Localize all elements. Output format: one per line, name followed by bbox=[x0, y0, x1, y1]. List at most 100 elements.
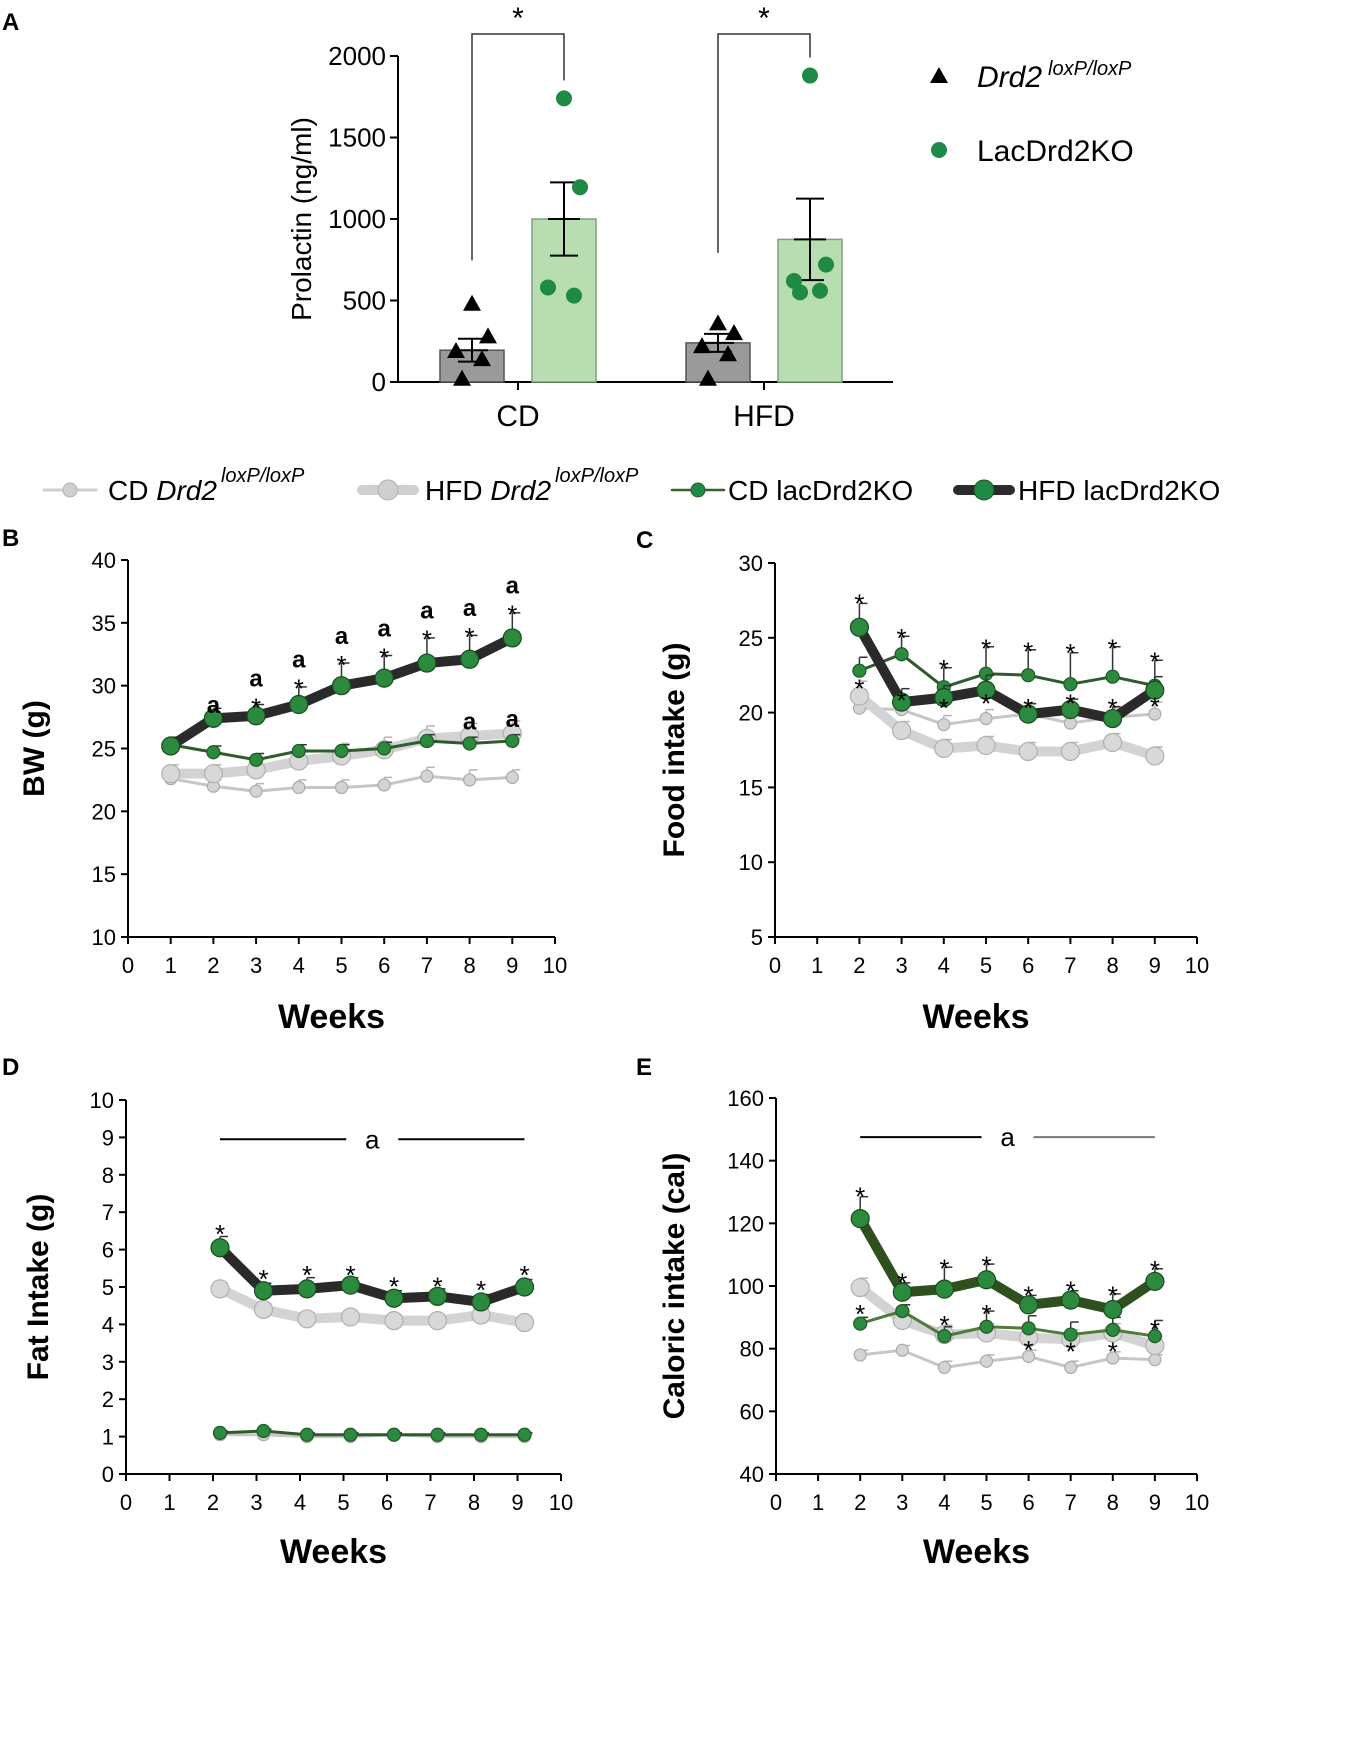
x-tick-label: 7 bbox=[424, 1490, 436, 1515]
data-point-circle bbox=[566, 287, 582, 304]
panel-label-c: C bbox=[636, 527, 653, 554]
data-point bbox=[979, 1354, 994, 1368]
data-point bbox=[937, 717, 951, 732]
annotation-letter: a bbox=[506, 706, 520, 733]
data-point bbox=[937, 1360, 952, 1375]
annotation-star: * bbox=[1065, 638, 1075, 668]
data-point bbox=[471, 1292, 491, 1312]
y-tick-label: 10 bbox=[90, 1088, 114, 1113]
annotation-star: * bbox=[981, 633, 991, 663]
annotation-letter: a bbox=[292, 647, 306, 674]
annotation-star: * bbox=[476, 1275, 486, 1305]
annotation-star: * bbox=[897, 623, 907, 653]
data-point bbox=[249, 784, 263, 798]
data-point bbox=[1105, 669, 1120, 684]
annotation-star: * bbox=[1024, 1335, 1034, 1365]
annotation-letter: a bbox=[249, 666, 263, 693]
data-point bbox=[895, 1303, 910, 1319]
data-point bbox=[253, 1281, 274, 1301]
data-point bbox=[384, 1288, 404, 1308]
x-tick-label: 6 bbox=[381, 1490, 393, 1515]
x-category-label: CD bbox=[496, 400, 539, 433]
annotation-star: * bbox=[1150, 1255, 1160, 1285]
annotation-star: * bbox=[294, 674, 304, 704]
data-point bbox=[289, 694, 309, 715]
data-point bbox=[979, 711, 993, 726]
x-tick-label: 5 bbox=[980, 1490, 992, 1515]
x-tick-label: 7 bbox=[1065, 1490, 1077, 1515]
annotation-letter: a bbox=[463, 708, 477, 735]
y-tick-label: 15 bbox=[92, 862, 116, 887]
x-tick-label: 10 bbox=[549, 1490, 573, 1515]
x-axis-title: Weeks bbox=[280, 1533, 387, 1571]
legend-label: CD lacDrd2KO bbox=[728, 475, 913, 506]
annotation-star: * bbox=[1066, 1276, 1076, 1306]
data-point bbox=[976, 680, 996, 700]
annotation-star: * bbox=[1108, 1337, 1118, 1367]
annotation-star: * bbox=[345, 1260, 355, 1290]
annotation-letter: a bbox=[463, 595, 477, 622]
x-tick-label: 9 bbox=[506, 953, 518, 978]
panel-e: E 40 60 80 100 120 140 160 0 1 2 3 4 5 6 7 8 9 10 Weeks Calo… bbox=[636, 1054, 1209, 1571]
data-point bbox=[386, 1427, 402, 1442]
annotation-letter: a bbox=[378, 615, 392, 642]
data-point bbox=[161, 736, 181, 756]
y-tick-label: 1500 bbox=[328, 123, 386, 153]
y-tick-label: 100 bbox=[727, 1274, 764, 1299]
data-point bbox=[419, 733, 434, 749]
data-point bbox=[1018, 741, 1038, 762]
annotation-star: * bbox=[389, 1271, 399, 1301]
annotation-star: * bbox=[1024, 1280, 1034, 1310]
bracket-label: a bbox=[1000, 1122, 1015, 1152]
y-tick-label: 20 bbox=[739, 701, 763, 726]
data-point bbox=[1105, 1322, 1120, 1337]
annotation-star: * bbox=[897, 686, 907, 716]
y-tick-label: 2000 bbox=[328, 41, 386, 71]
data-point bbox=[505, 770, 519, 785]
legend-marker bbox=[690, 482, 706, 498]
data-point bbox=[1148, 707, 1162, 721]
y-tick-label: 0 bbox=[102, 1462, 114, 1487]
annotation-star: * bbox=[336, 650, 346, 680]
y-tick-label: 5 bbox=[102, 1275, 114, 1300]
data-point bbox=[462, 736, 477, 751]
data-point-triangle bbox=[447, 342, 465, 359]
annotation-star: * bbox=[465, 622, 475, 652]
data-point bbox=[203, 764, 223, 784]
annotation-star: * bbox=[981, 1299, 991, 1329]
panel-a: A 0 500 1000 1500 2000 Prolactin (ng/ml) CD * HFD… bbox=[2, 2, 1134, 433]
annotation-star: * bbox=[939, 654, 949, 684]
data-point bbox=[161, 764, 181, 784]
annotation-star: * bbox=[897, 1268, 907, 1298]
annotation-star: * bbox=[981, 689, 991, 719]
data-point bbox=[299, 1427, 315, 1442]
y-axis-title: Food intake (g) bbox=[658, 643, 691, 858]
data-point bbox=[895, 1343, 909, 1357]
annotation-star: * bbox=[1108, 1280, 1118, 1310]
legend-marker bbox=[377, 479, 399, 501]
data-point bbox=[850, 1277, 870, 1298]
data-point bbox=[1063, 1327, 1078, 1342]
legend-marker bbox=[62, 482, 78, 498]
data-point bbox=[976, 1270, 997, 1290]
data-point bbox=[297, 1309, 317, 1329]
annotation-star: * bbox=[302, 1260, 312, 1290]
data-point bbox=[1145, 1271, 1165, 1291]
data-point bbox=[1148, 1353, 1162, 1367]
data-point-triangle bbox=[709, 314, 727, 331]
x-tick-label: 9 bbox=[1149, 1490, 1161, 1515]
x-tick-label: 5 bbox=[980, 953, 992, 978]
data-point bbox=[291, 743, 306, 759]
x-tick-label: 1 bbox=[163, 1490, 175, 1515]
y-tick-label: 5 bbox=[751, 925, 763, 950]
annotation-star: * bbox=[215, 1219, 225, 1249]
data-point bbox=[343, 1427, 358, 1442]
series-line bbox=[218, 1429, 526, 1437]
data-point bbox=[253, 1299, 274, 1320]
data-point bbox=[892, 1282, 912, 1302]
y-tick-label: 80 bbox=[740, 1337, 764, 1362]
data-point bbox=[1102, 708, 1123, 729]
legend-label: HFD Drd2 loxP/loxP bbox=[425, 465, 639, 506]
y-tick-label: 25 bbox=[92, 737, 116, 762]
y-tick-label: 1000 bbox=[328, 204, 386, 234]
